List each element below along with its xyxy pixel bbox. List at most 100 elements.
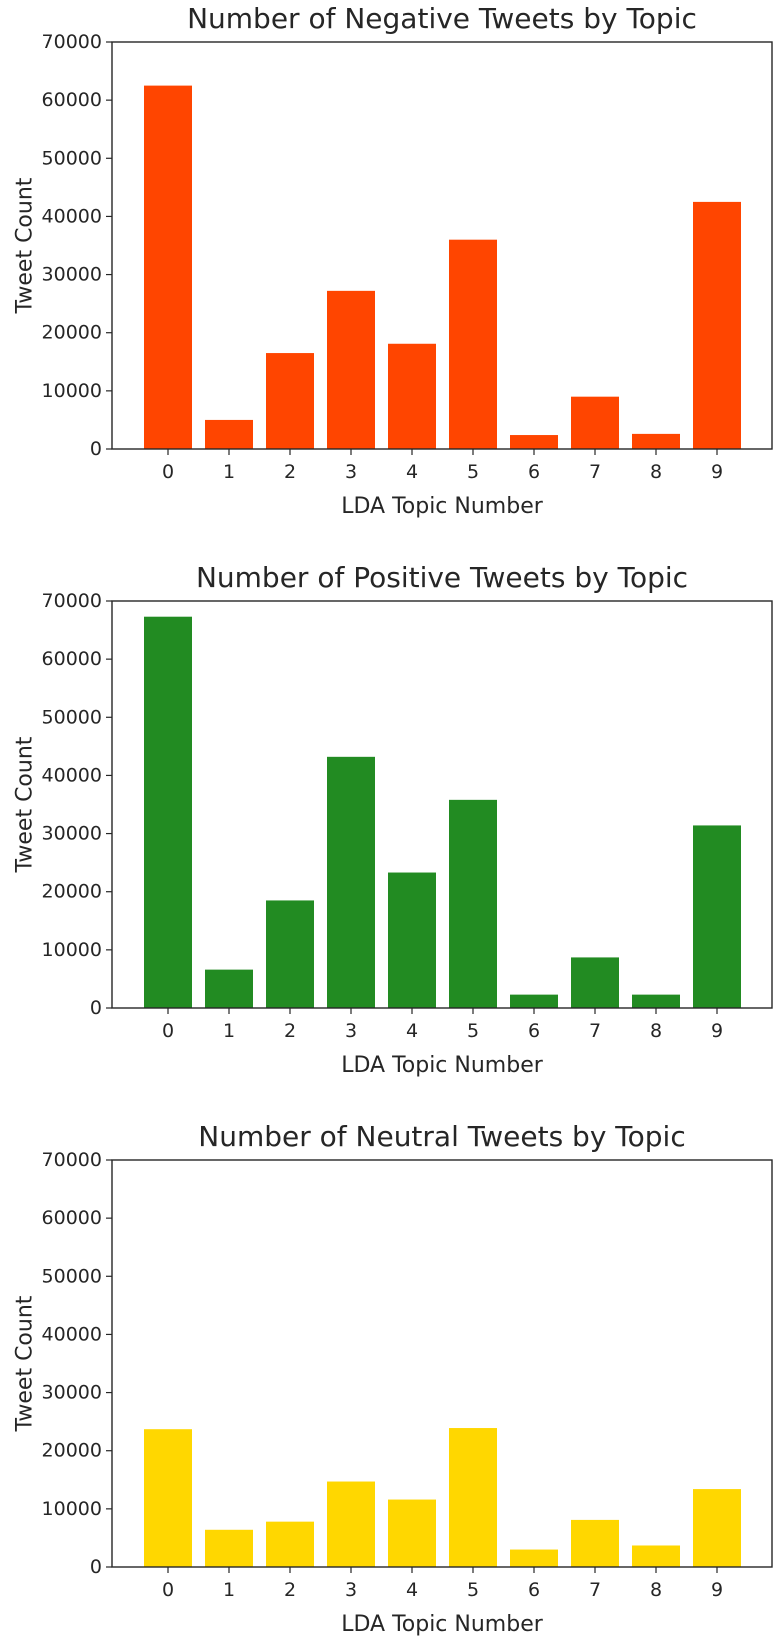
plot-frame	[111, 41, 773, 450]
x-tick-label: 2	[284, 1020, 296, 1042]
x-tick-label: 9	[711, 461, 723, 483]
bar-topic-8	[632, 1545, 680, 1567]
x-tick-label: 8	[650, 1020, 662, 1042]
bar-topic-3	[327, 756, 375, 1008]
bar-topic-5	[449, 799, 497, 1008]
bar-topic-9	[693, 1489, 741, 1567]
y-tick-label: 70000	[42, 1149, 102, 1171]
chart-panel-1: Number of Positive Tweets by Topic 0 10000…	[13, 561, 773, 1078]
x-tick-label: 0	[162, 461, 174, 483]
y-tick-label: 60000	[42, 1207, 102, 1229]
bar-topic-7	[571, 957, 619, 1008]
bar-topic-2	[266, 900, 314, 1008]
bar-topic-8	[632, 994, 680, 1008]
x-tick-label: 8	[650, 1579, 662, 1601]
y-tick-label: 50000	[42, 147, 102, 169]
bar-topic-0	[144, 616, 192, 1008]
x-axis-label: LDA Topic Number	[341, 1612, 544, 1637]
y-tick-label: 30000	[42, 264, 102, 286]
x-tick-label: 9	[711, 1579, 723, 1601]
bar-topic-6	[510, 435, 558, 449]
bar-topic-9	[693, 825, 741, 1008]
x-axis-label: LDA Topic Number	[341, 1053, 544, 1078]
bar-topic-2	[266, 1521, 314, 1567]
x-tick-label: 3	[345, 1579, 357, 1601]
y-tick-label: 20000	[42, 322, 102, 344]
y-tick-label: 0	[90, 1556, 102, 1578]
x-tick-label: 4	[406, 1579, 418, 1601]
y-tick-label: 60000	[42, 648, 102, 670]
bar-topic-2	[266, 353, 314, 449]
bar-topic-7	[571, 1519, 619, 1567]
y-tick-label: 0	[90, 997, 102, 1019]
x-tick-label: 7	[589, 461, 601, 483]
y-tick-label: 40000	[42, 764, 102, 786]
x-axis-label: LDA Topic Number	[341, 494, 544, 519]
y-axis-label: Tweet Count	[13, 1295, 38, 1432]
x-tick-label: 4	[406, 461, 418, 483]
x-tick-label: 5	[467, 1579, 479, 1601]
y-tick-label: 70000	[42, 31, 102, 53]
y-tick-label: 30000	[42, 823, 102, 845]
bar-topic-4	[388, 1499, 436, 1567]
bar-topic-1	[205, 969, 253, 1008]
bar-topic-0	[144, 1429, 192, 1567]
x-tick-label: 6	[528, 1020, 540, 1042]
x-tick-label: 9	[711, 1020, 723, 1042]
x-tick-label: 3	[345, 1020, 357, 1042]
x-tick-label: 0	[162, 1020, 174, 1042]
bar-topic-4	[388, 343, 436, 449]
x-tick-label: 1	[223, 1020, 235, 1042]
bar-topic-1	[205, 419, 253, 449]
x-tick-label: 5	[467, 1020, 479, 1042]
chart-panel-2: Number of Neutral Tweets by Topic 0 10000 2…	[13, 1120, 773, 1637]
plot-frame	[111, 1159, 773, 1568]
bar-topic-0	[144, 85, 192, 449]
x-tick-label: 8	[650, 461, 662, 483]
x-tick-label: 2	[284, 461, 296, 483]
bar-topic-9	[693, 201, 741, 449]
x-tick-label: 0	[162, 1579, 174, 1601]
bar-topic-6	[510, 1549, 558, 1567]
y-tick-label: 70000	[42, 590, 102, 612]
y-tick-label: 10000	[42, 939, 102, 961]
y-tick-label: 10000	[42, 1498, 102, 1520]
x-tick-label: 3	[345, 461, 357, 483]
y-tick-label: 50000	[42, 1265, 102, 1287]
x-tick-label: 4	[406, 1020, 418, 1042]
bar-topic-6	[510, 994, 558, 1008]
bar-topic-5	[449, 1428, 497, 1567]
chart-title: Number of Positive Tweets by Topic	[196, 561, 688, 594]
y-axis-label: Tweet Count	[13, 177, 38, 314]
x-tick-label: 6	[528, 1579, 540, 1601]
y-tick-label: 60000	[42, 89, 102, 111]
y-tick-label: 20000	[42, 1440, 102, 1462]
y-tick-label: 40000	[42, 205, 102, 227]
bar-topic-1	[205, 1529, 253, 1567]
bar-topic-8	[632, 433, 680, 449]
y-tick-label: 10000	[42, 380, 102, 402]
bar-topic-7	[571, 396, 619, 449]
x-tick-label: 5	[467, 461, 479, 483]
x-tick-label: 1	[223, 1579, 235, 1601]
x-tick-label: 2	[284, 1579, 296, 1601]
bar-topic-3	[327, 1481, 375, 1567]
chart-panel-0: Number of Negative Tweets by Topic 0 10000…	[13, 2, 773, 519]
y-tick-label: 40000	[42, 1323, 102, 1345]
x-tick-label: 7	[589, 1579, 601, 1601]
bar-topic-3	[327, 290, 375, 449]
y-tick-label: 30000	[42, 1382, 102, 1404]
chart-title: Number of Neutral Tweets by Topic	[198, 1120, 685, 1153]
y-tick-label: 20000	[42, 881, 102, 903]
x-tick-label: 7	[589, 1020, 601, 1042]
y-axis-label: Tweet Count	[13, 736, 38, 873]
chart-title: Number of Negative Tweets by Topic	[187, 2, 697, 35]
bar-topic-4	[388, 872, 436, 1008]
y-tick-label: 50000	[42, 706, 102, 728]
y-tick-label: 0	[90, 438, 102, 460]
plot-frame	[111, 600, 773, 1009]
bar-topic-5	[449, 239, 497, 449]
x-tick-label: 1	[223, 461, 235, 483]
x-tick-label: 6	[528, 461, 540, 483]
